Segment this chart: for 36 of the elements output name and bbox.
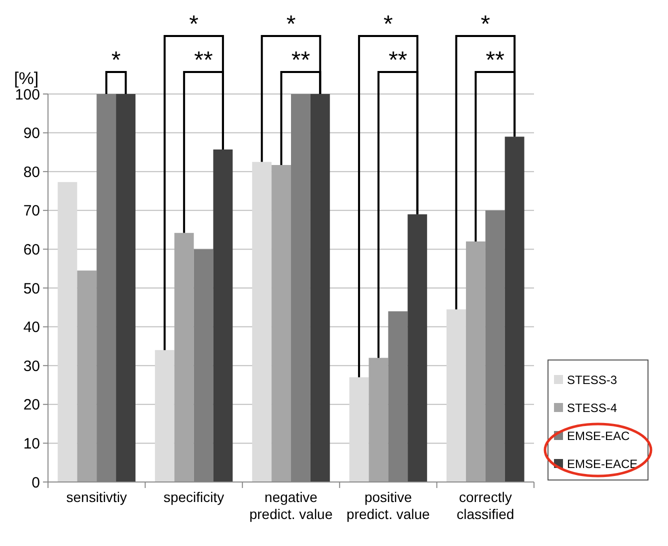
text: * [480, 11, 490, 38]
x-tick-label: negative predict. value [249, 489, 333, 522]
y-tick-label: 10 [23, 435, 40, 452]
y-tick-label: 70 [23, 202, 40, 220]
text: ** [194, 47, 213, 74]
text: ** [388, 47, 408, 74]
y-tick-label: 60 [23, 241, 40, 258]
bar [58, 182, 78, 482]
legend-label: EMSE-EACE [567, 457, 638, 471]
text: * [384, 11, 393, 38]
y-tick-label: 40 [23, 319, 40, 336]
x-tick-label: positive predict. value [346, 489, 430, 522]
bar [368, 358, 388, 482]
text: * [111, 47, 121, 74]
text: * [286, 11, 296, 38]
bar [446, 309, 466, 482]
legend-label: EMSE-EAC [567, 429, 630, 443]
y-axis-title: [%] [14, 69, 39, 88]
legend-label: STESS-3 [567, 373, 618, 387]
bar [77, 270, 97, 482]
text: ** [291, 47, 310, 74]
y-tick-label: 80 [23, 164, 40, 181]
y-tick-label: 20 [23, 396, 40, 414]
y-tick-label: 30 [23, 358, 40, 375]
y-tick-label: 50 [23, 280, 40, 298]
y-tick-label: 90 [23, 125, 40, 142]
bar [154, 350, 174, 482]
text: * [189, 11, 198, 38]
bar [349, 377, 369, 482]
text: ** [486, 47, 504, 74]
y-tick-label: 100 [14, 86, 40, 104]
y-tick-label: 0 [32, 474, 40, 492]
legend-label: STESS-4 [567, 401, 618, 415]
x-tick-label: specificity [163, 489, 224, 505]
x-tick-label: sensitivtiy [66, 489, 127, 505]
x-tick-label: correctly classified [456, 489, 514, 522]
